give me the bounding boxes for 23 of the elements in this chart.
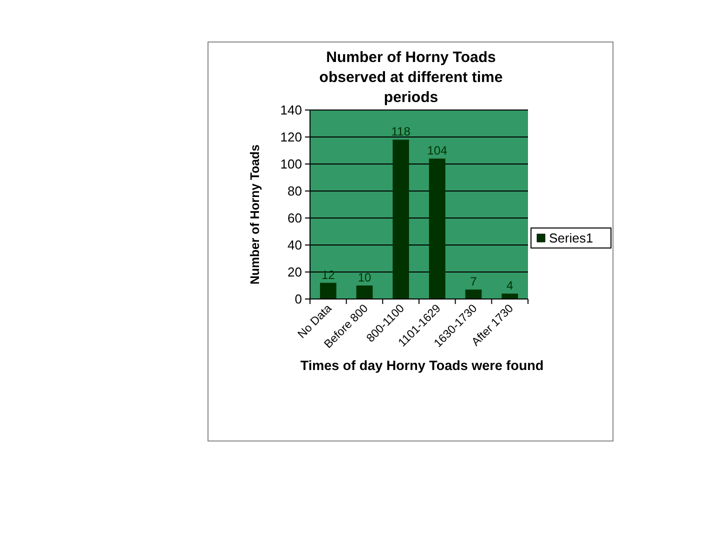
bar — [465, 290, 482, 299]
data-label: 7 — [470, 274, 478, 289]
data-label: 104 — [427, 144, 448, 158]
data-label: 118 — [391, 124, 411, 139]
y-tick-label: 120 — [280, 130, 302, 144]
bar — [356, 286, 373, 299]
legend-label: Series1 — [549, 230, 594, 246]
y-tick-label: 20 — [288, 264, 302, 280]
bar — [392, 140, 410, 299]
chart-title: Number of Horny Toads observed at different time periods — [319, 49, 503, 106]
bar — [502, 294, 518, 299]
data-label: 4 — [506, 278, 514, 293]
y-tick-label: 60 — [288, 210, 302, 226]
y-tick-label: 0 — [294, 292, 302, 306]
bar — [320, 282, 336, 299]
x-axis-title: Times of day Horny Toads were found — [300, 358, 544, 373]
data-label: 10 — [358, 270, 372, 284]
y-tick-label: 80 — [288, 184, 302, 198]
y-tick-label: 100 — [280, 156, 302, 172]
bar — [428, 158, 446, 299]
y-tick-label: 40 — [288, 238, 302, 252]
y-axis-title: Number of Horny Toads — [248, 143, 262, 284]
y-tick-label: 140 — [280, 102, 302, 118]
